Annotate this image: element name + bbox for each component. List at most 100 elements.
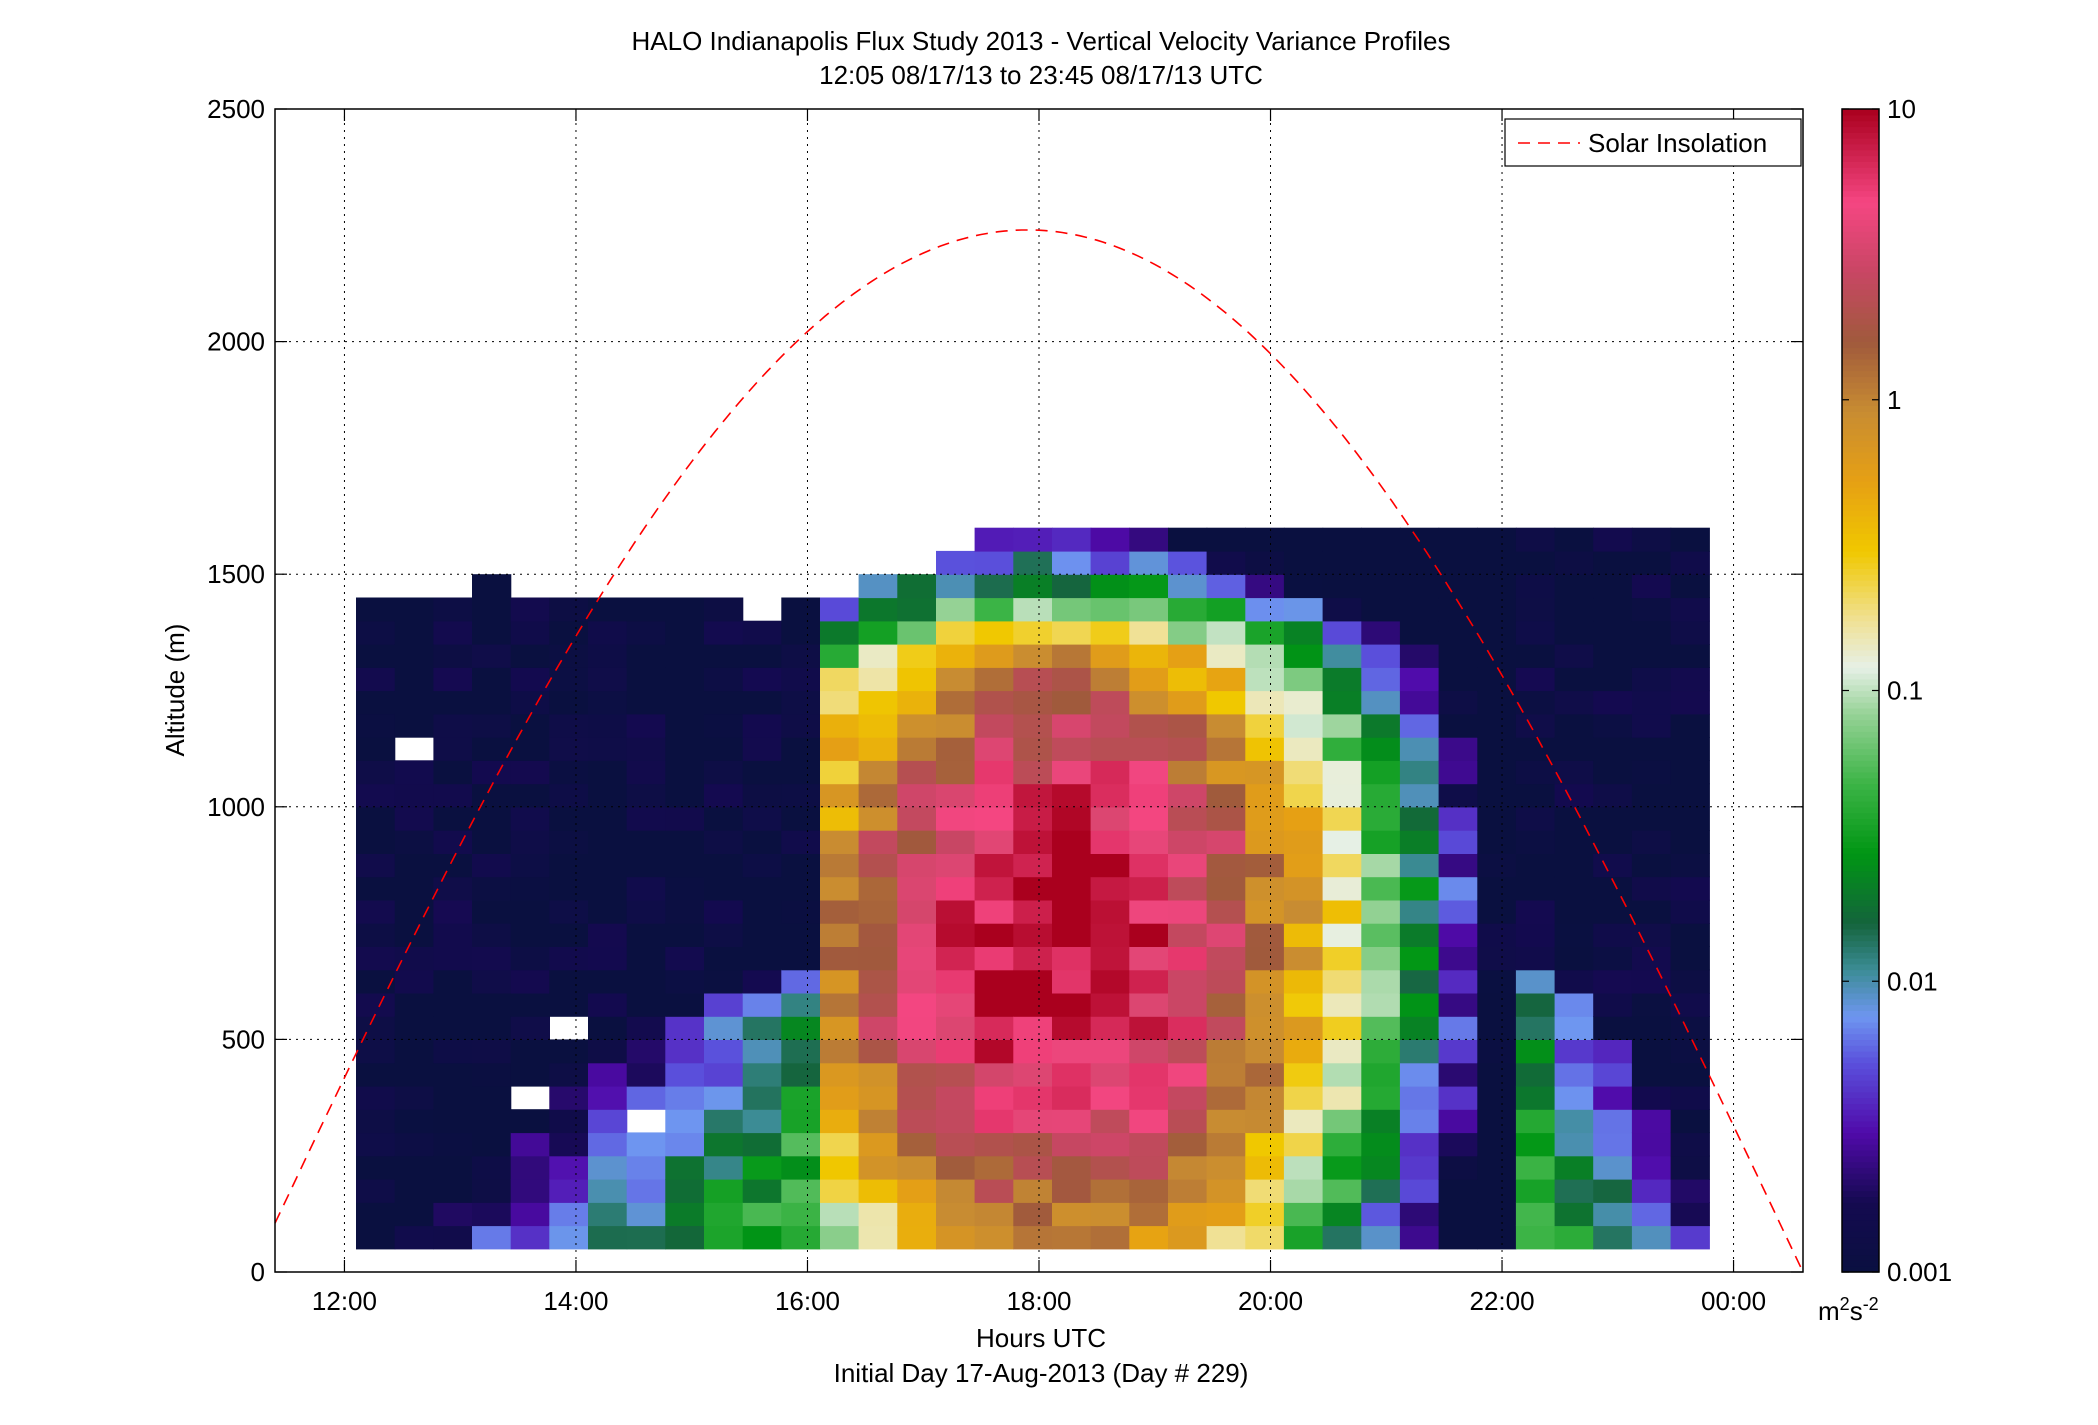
heatmap-cell — [1670, 1179, 1710, 1203]
heatmap-cell — [1593, 923, 1633, 947]
heatmap-cell — [897, 1039, 937, 1064]
heatmap-cell — [549, 899, 589, 924]
heatmap-cell — [897, 1109, 937, 1134]
heatmap-cell — [974, 760, 1014, 785]
heatmap-cell — [1515, 713, 1556, 738]
heatmap-cell — [588, 1109, 628, 1134]
heatmap-cell — [704, 830, 744, 854]
heatmap-cell — [742, 690, 782, 715]
heatmap-cell — [1399, 923, 1440, 947]
heatmap-cell — [1477, 737, 1517, 761]
heatmap-cell — [1013, 876, 1053, 901]
heatmap-cell — [704, 644, 744, 668]
heatmap-cell — [1554, 574, 1594, 599]
heatmap-cell — [1283, 620, 1324, 645]
heatmap-cell — [1593, 1225, 1633, 1250]
heatmap-cell — [1361, 620, 1401, 645]
heatmap-cell — [1399, 1062, 1440, 1087]
heatmap-cell — [1245, 1225, 1285, 1250]
heatmap-cell — [549, 690, 589, 715]
heatmap-cell — [626, 737, 666, 761]
heatmap-cell — [781, 806, 821, 831]
heatmap-cell — [1168, 1202, 1208, 1227]
heatmap-cell — [356, 1179, 396, 1203]
heatmap-cell — [1631, 1132, 1672, 1157]
heatmap-cell — [626, 760, 666, 785]
heatmap-cell — [1129, 1085, 1169, 1110]
heatmap-cell — [742, 1155, 782, 1180]
heatmap-cell — [781, 1179, 821, 1203]
heatmap-cell — [1245, 713, 1285, 738]
heatmap-cell — [510, 620, 550, 645]
colorbar-unit-sup1: 2 — [1840, 1294, 1850, 1314]
heatmap-cell — [626, 1016, 666, 1040]
heatmap-cell — [1052, 1225, 1092, 1250]
heatmap-cell — [1399, 876, 1440, 901]
heatmap-cell — [665, 1109, 705, 1134]
heatmap-cell — [356, 737, 396, 761]
heatmap-cell — [1129, 597, 1169, 622]
heatmap-cell — [1052, 1155, 1092, 1180]
heatmap-cell — [897, 946, 937, 971]
heatmap-cell — [1670, 690, 1710, 715]
heatmap-cell — [1283, 667, 1324, 692]
colorbar-segment — [1842, 329, 1879, 337]
heatmap-cell — [704, 597, 744, 622]
heatmap-cell — [510, 853, 550, 878]
heatmap-cell — [1554, 644, 1594, 668]
heatmap-cell — [1515, 899, 1556, 924]
heatmap-cell — [433, 1062, 473, 1087]
heatmap-cell — [704, 1039, 744, 1064]
heatmap-cell — [858, 899, 898, 924]
heatmap-cell — [897, 830, 937, 854]
heatmap-cell — [1361, 527, 1401, 552]
heatmap-cell — [936, 899, 976, 924]
colorbar-segment — [1842, 1225, 1879, 1232]
heatmap-cell — [820, 923, 860, 947]
heatmap-cell — [1283, 1039, 1324, 1064]
heatmap-cell — [1245, 1085, 1285, 1110]
colorbar-segment — [1842, 1196, 1879, 1203]
heatmap-cell — [1283, 969, 1324, 994]
heatmap-cell — [704, 1155, 744, 1180]
heatmap-cell — [394, 806, 434, 831]
heatmap-cell — [1670, 1155, 1710, 1180]
x-tick-label: 12:00 — [312, 1286, 377, 1316]
colorbar-segment — [1842, 928, 1879, 936]
heatmap-cell — [1399, 1109, 1440, 1134]
heatmap-cell — [1554, 1225, 1594, 1250]
colorbar-segment — [1842, 481, 1879, 488]
heatmap-cell — [1399, 1179, 1440, 1203]
heatmap-cell — [1593, 1085, 1633, 1110]
heatmap-cell — [549, 1085, 589, 1110]
colorbar-segment — [1842, 609, 1879, 616]
heatmap-cell — [588, 899, 628, 924]
colorbar-segment — [1842, 603, 1879, 610]
heatmap-cell — [936, 1155, 976, 1180]
heatmap-cell — [1361, 876, 1401, 901]
heatmap-cell — [665, 1085, 705, 1110]
heatmap-cell — [1013, 1179, 1053, 1203]
heatmap-cell — [1361, 760, 1401, 785]
heatmap-cell — [1631, 713, 1672, 738]
colorbar-tick-label: 0.001 — [1887, 1257, 1952, 1287]
heatmap-cell — [974, 899, 1014, 924]
heatmap-cell — [356, 620, 396, 645]
heatmap-cell — [1438, 1202, 1478, 1227]
colorbar-segment — [1842, 289, 1879, 296]
heatmap-cell — [433, 876, 473, 901]
heatmap-cell — [1515, 620, 1556, 645]
heatmap-cell — [1438, 946, 1478, 971]
colorbar-segment — [1842, 661, 1879, 668]
heatmap-cell — [1283, 1155, 1324, 1180]
colorbar-segment — [1842, 341, 1879, 349]
heatmap-cell — [588, 760, 628, 785]
heatmap-cell — [1168, 1155, 1208, 1180]
colorbar-segment — [1842, 202, 1879, 209]
heatmap-cell — [936, 1062, 976, 1087]
heatmap-cell — [936, 644, 976, 668]
heatmap-cell — [1052, 1039, 1092, 1064]
heatmap-cell — [1438, 783, 1478, 808]
colorbar-segment — [1842, 882, 1879, 889]
heatmap-cell — [1438, 574, 1478, 599]
